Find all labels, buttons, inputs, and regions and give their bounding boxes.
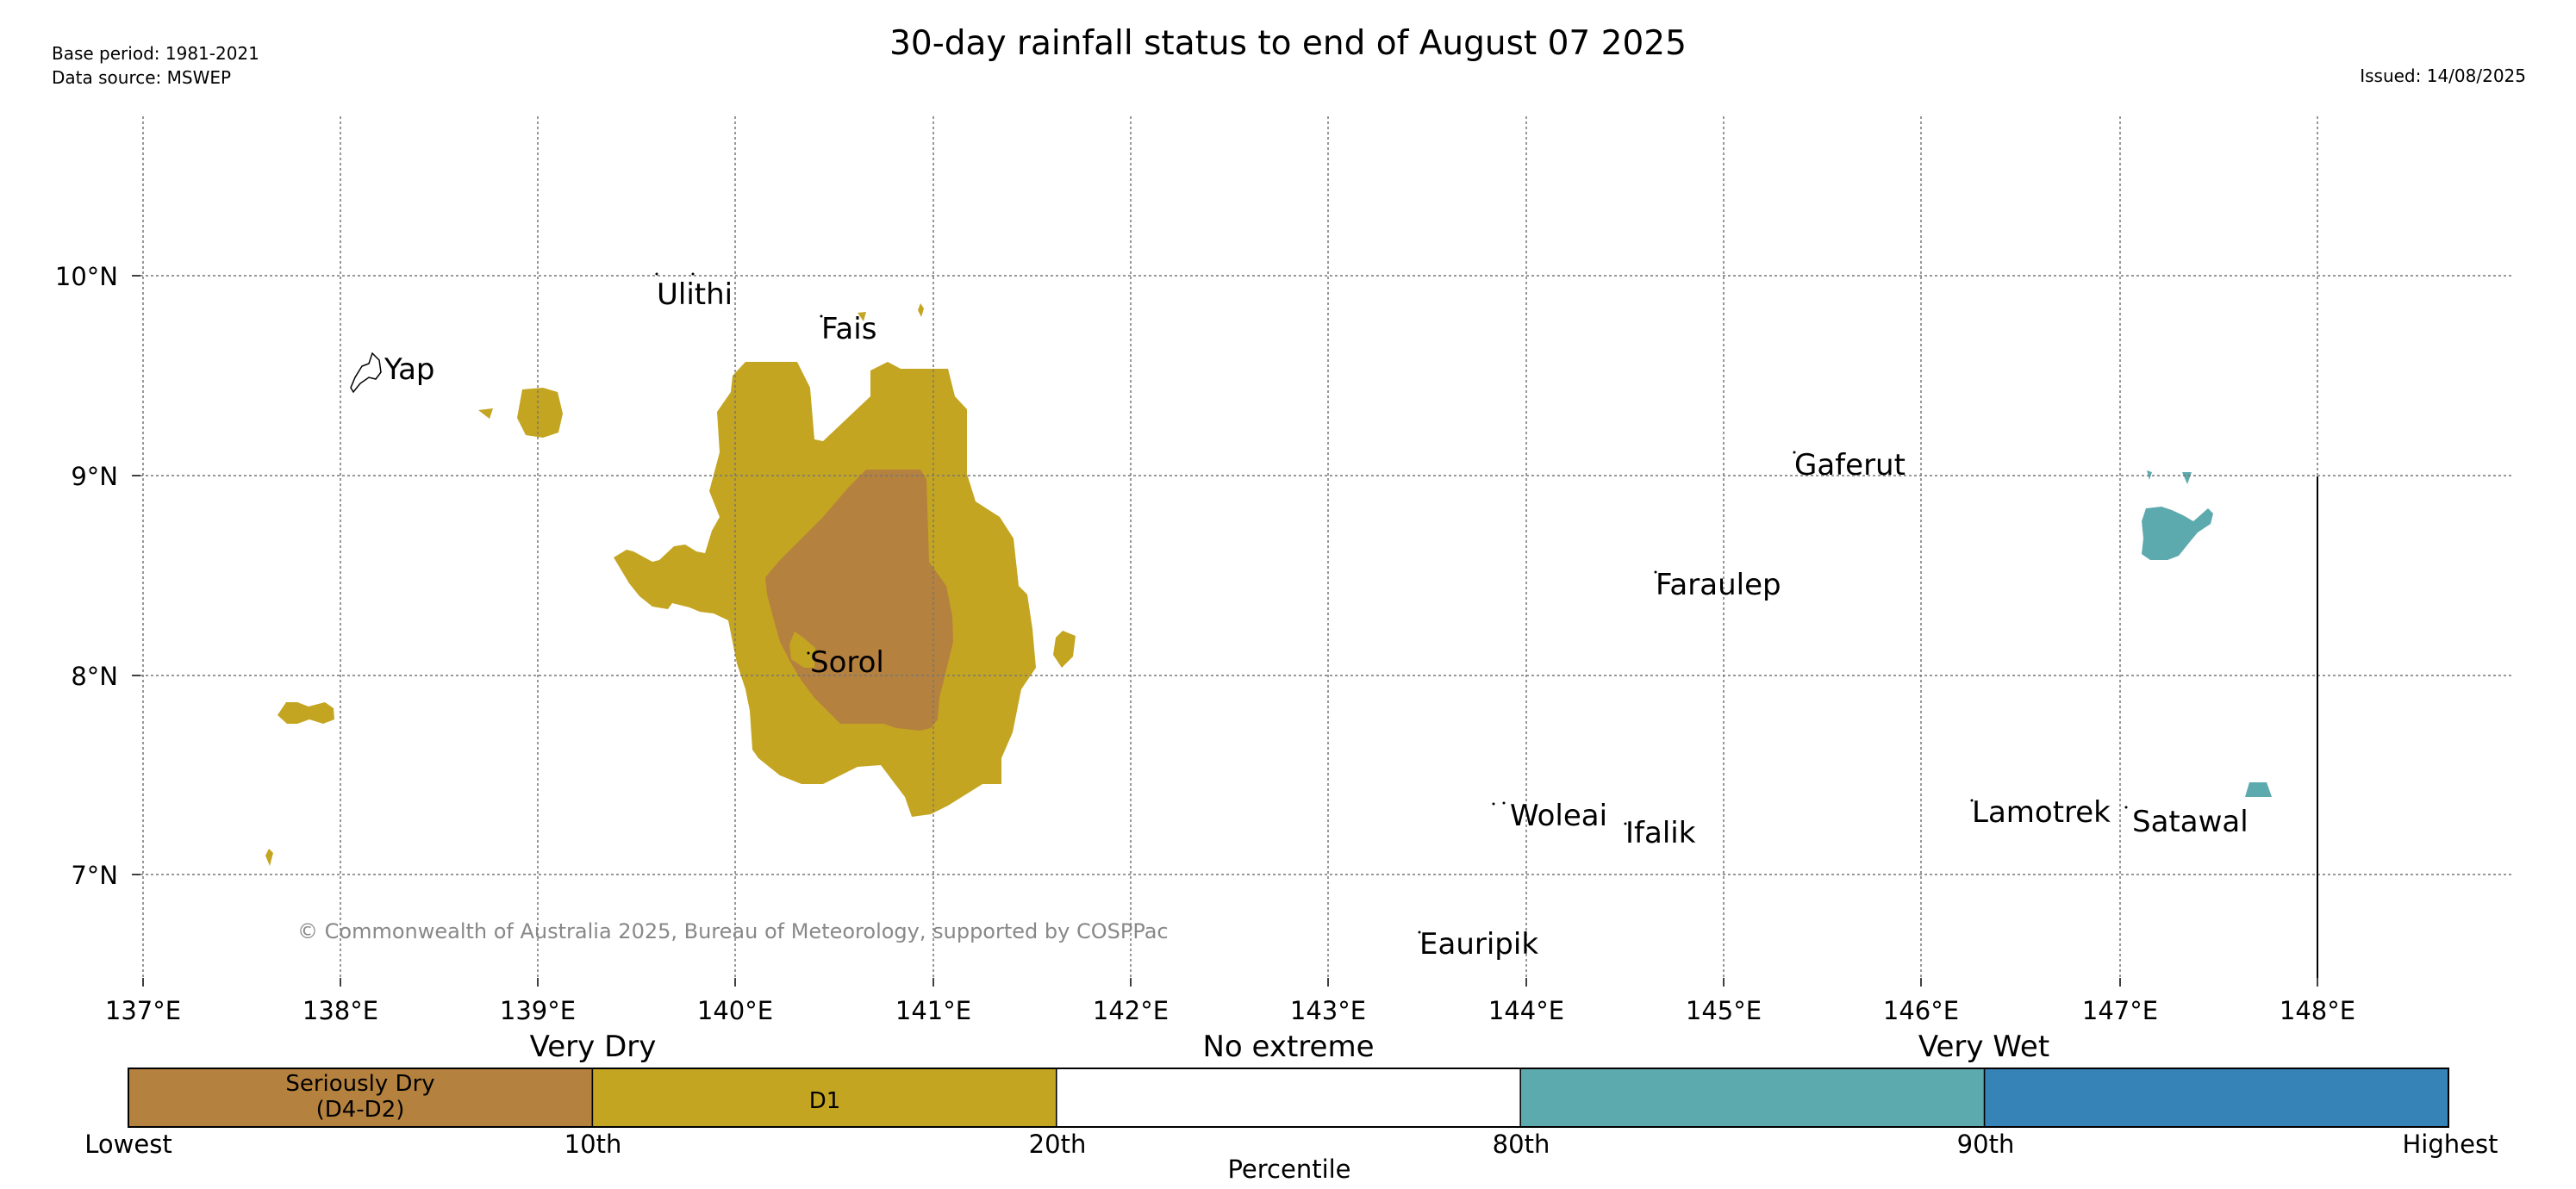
atoll-markers bbox=[655, 272, 2128, 934]
lon-label: 148°E bbox=[2280, 996, 2355, 1025]
lon-label: 140°E bbox=[697, 996, 773, 1025]
legend-colorbar bbox=[128, 1068, 2449, 1128]
place-label: Ifalik bbox=[1625, 816, 1696, 850]
yap-island bbox=[350, 352, 382, 394]
lon-label: 142°E bbox=[1093, 996, 1169, 1025]
very-wet-region-east bbox=[2142, 507, 2213, 560]
legend-color-segment bbox=[128, 1068, 594, 1128]
legend-color-segment bbox=[591, 1068, 1057, 1128]
lon-label: 146°E bbox=[1883, 996, 1959, 1025]
lat-label: 7°N bbox=[71, 861, 118, 890]
map-title: 30-day rainfall status to end of August … bbox=[889, 24, 1687, 63]
d1-region-tiny-1 bbox=[265, 849, 273, 866]
lat-label: 10°N bbox=[55, 262, 118, 291]
lon-label: 147°E bbox=[2082, 996, 2158, 1025]
legend-color-segment bbox=[1056, 1068, 1521, 1128]
place-label: Faraulep bbox=[1656, 568, 1781, 602]
d1-region-west bbox=[517, 388, 563, 438]
legend-seg-label: Seriously Dry bbox=[285, 1071, 434, 1097]
lon-label: 143°E bbox=[1290, 996, 1366, 1025]
legend-tick-label: Highest bbox=[2403, 1130, 2498, 1159]
very-wet-region-small-2 bbox=[2182, 472, 2192, 484]
legend-group-label: No extreme bbox=[1202, 1030, 1374, 1064]
issued-date: Issued: 14/08/2025 bbox=[2360, 65, 2526, 86]
legend-frame bbox=[128, 1068, 2449, 1128]
place-label: Sorol bbox=[810, 645, 884, 680]
very-wet-region-south bbox=[2245, 782, 2272, 797]
legend-tick-label: 10th bbox=[564, 1130, 622, 1159]
lon-label: 138°E bbox=[303, 996, 378, 1025]
legend-seg-label: D1 bbox=[809, 1088, 841, 1114]
legend-color-segment bbox=[1519, 1068, 1986, 1128]
base-period: Base period: 1981-2021 bbox=[52, 43, 259, 64]
place-label: Eauripik bbox=[1419, 927, 1538, 962]
lon-label: 139°E bbox=[500, 996, 576, 1025]
place-label: Woleai bbox=[1510, 799, 1607, 833]
legend-tick-label: 80th bbox=[1493, 1130, 1550, 1159]
place-label: Satawal bbox=[2132, 805, 2249, 839]
d1-region-small-1 bbox=[478, 408, 493, 419]
lon-label: 141°E bbox=[895, 996, 971, 1025]
place-label: Lamotrek bbox=[1972, 795, 2111, 830]
data-source: Data source: MSWEP bbox=[52, 67, 232, 88]
legend-tick-label: 90th bbox=[1957, 1130, 2015, 1159]
place-labels: Ulithi Fais Yap Gaferut Faraulep Sorol W… bbox=[384, 277, 2249, 962]
longitude-labels: 137°E 138°E 139°E 140°E 141°E 142°E 143°… bbox=[105, 996, 2355, 1025]
gridlines bbox=[140, 116, 2512, 978]
d1-region-small-2 bbox=[1053, 631, 1076, 668]
place-label: Ulithi bbox=[657, 277, 733, 312]
d1-region-southwest bbox=[278, 702, 334, 724]
place-label: Gaferut bbox=[1794, 448, 1905, 482]
lon-label: 145°E bbox=[1686, 996, 1762, 1025]
place-label: Fais bbox=[821, 312, 876, 346]
d1-region-tiny-3 bbox=[918, 303, 924, 317]
axis-ticks bbox=[132, 275, 2318, 987]
legend-color-segment bbox=[1983, 1068, 2449, 1128]
legend-group-label: Very Wet bbox=[1918, 1030, 2049, 1064]
latitude-labels: 10°N 9°N 8°N 7°N bbox=[55, 262, 118, 890]
lat-label: 9°N bbox=[71, 462, 118, 491]
legend-tick-label: 20th bbox=[1029, 1130, 1087, 1159]
legend-tick-label: Lowest bbox=[84, 1130, 172, 1159]
copyright-text: © Commonwealth of Australia 2025, Bureau… bbox=[297, 919, 1169, 943]
lat-label: 8°N bbox=[71, 662, 118, 691]
legend-group-label: Very Dry bbox=[530, 1030, 657, 1064]
legend: Very Dry No extreme Very Wet Seriously D… bbox=[84, 1030, 2498, 1184]
d1-region-tiny-2 bbox=[858, 312, 866, 321]
legend-seg-label: (D4-D2) bbox=[316, 1097, 405, 1123]
lon-label: 137°E bbox=[105, 996, 181, 1025]
legend-axis-label: Percentile bbox=[1227, 1155, 1350, 1184]
lon-label: 144°E bbox=[1488, 996, 1564, 1025]
place-label: Yap bbox=[384, 352, 435, 387]
d1-region-inner bbox=[789, 632, 815, 668]
anomaly-layer bbox=[265, 303, 2272, 866]
